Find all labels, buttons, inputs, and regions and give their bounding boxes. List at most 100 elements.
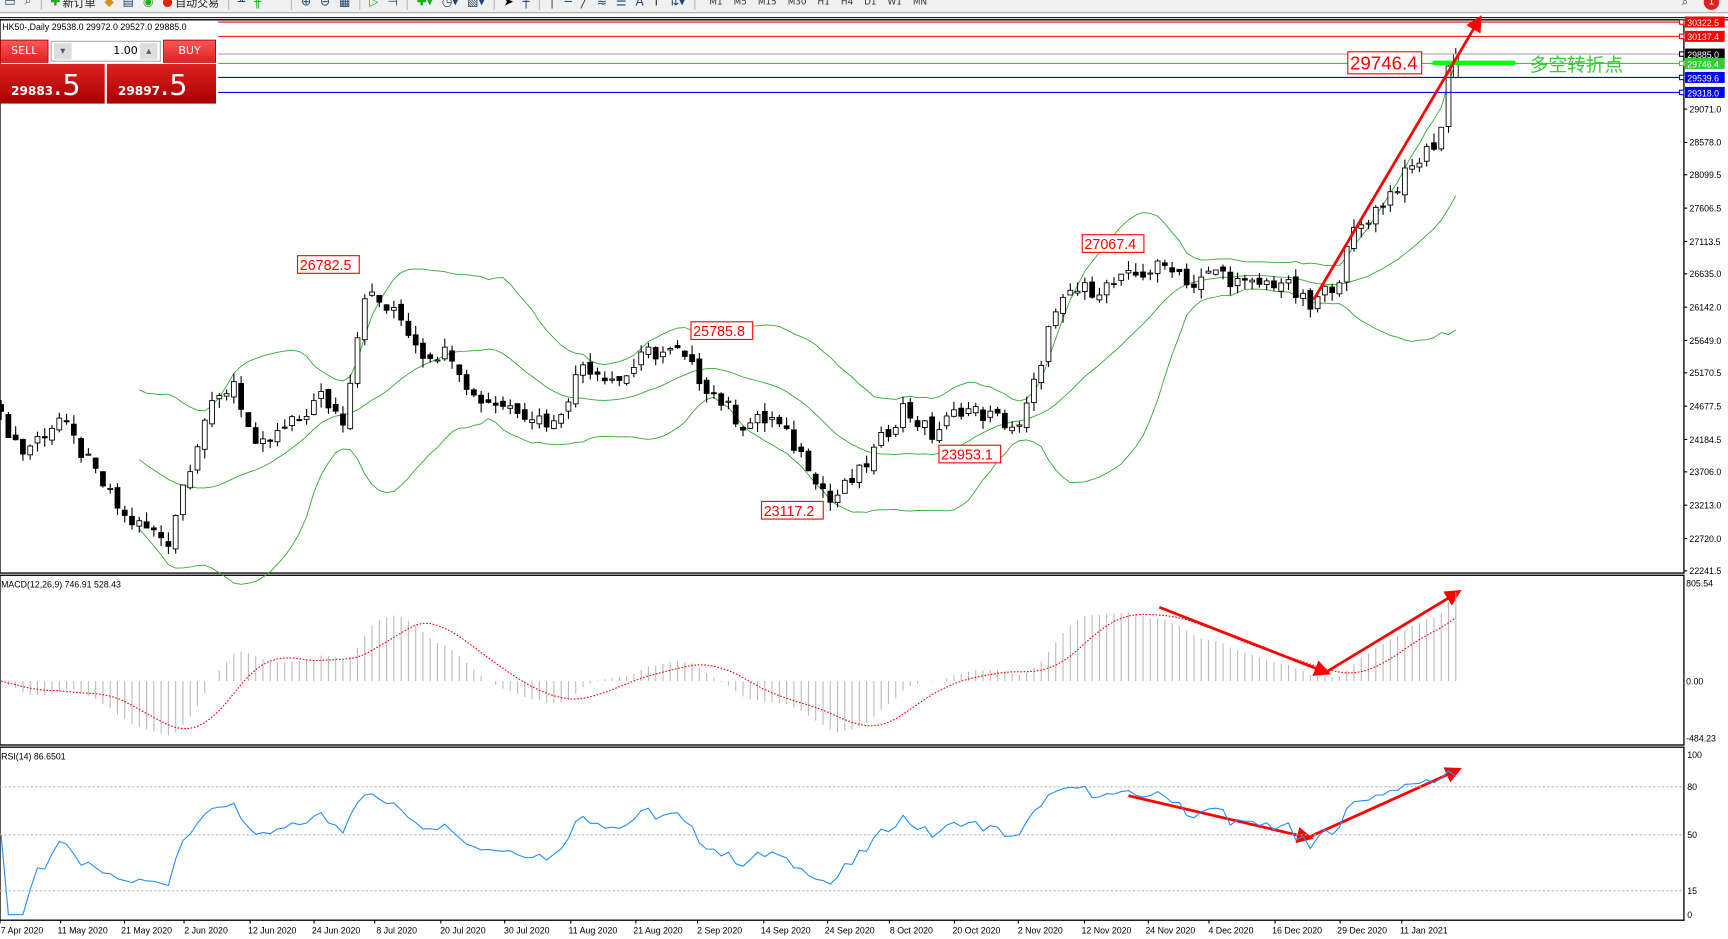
buy-button[interactable]: BUY (163, 39, 216, 63)
candle (652, 346, 659, 366)
candle-body (601, 377, 608, 382)
horizontal-line-button[interactable]: ─ (565, 0, 572, 8)
zoom-button[interactable]: ⌕ (25, 0, 32, 9)
candle-icon: ╫ (254, 0, 262, 9)
vertical-line-icon: │ (548, 0, 556, 9)
auto-trading-button[interactable]: ● 自动交易 (162, 0, 219, 9)
timeframe-w1[interactable]: W1 (887, 0, 902, 7)
timeframe-h4[interactable]: H4 (840, 0, 854, 7)
history-button[interactable]: ▤ (123, 0, 134, 8)
candle-body (70, 423, 77, 436)
price-annotation-box (938, 444, 1002, 464)
candle-body (1300, 292, 1306, 299)
chart-shift-button[interactable]: ⊣ (387, 0, 398, 8)
sell-price[interactable]: 29883 .5 (0, 63, 105, 104)
candle (252, 422, 259, 445)
volume-input[interactable]: ▼ 1.00 ▲ (50, 40, 161, 62)
candle-body (165, 541, 172, 547)
auto-scroll-button[interactable]: ▷ (369, 0, 378, 8)
indicators-button[interactable]: ✚▾ (417, 0, 433, 8)
trendline-button[interactable]: ╱ (581, 0, 588, 8)
new-order-button[interactable]: ✚ 新订单 (50, 0, 95, 9)
timeframe-h1[interactable]: H1 (817, 0, 830, 7)
candle (1365, 219, 1372, 230)
text-button[interactable]: A (635, 0, 643, 8)
volume-decrease-button[interactable]: ▼ (53, 42, 72, 60)
cursor-button[interactable]: ➤ (503, 0, 513, 8)
candle (1263, 278, 1270, 291)
candle (812, 472, 819, 490)
candle-body (492, 402, 499, 406)
zoom-in-button[interactable]: ⊕ (301, 0, 311, 8)
candle-body (674, 345, 681, 349)
timeframe-m1[interactable]: M1 (709, 0, 723, 7)
candle-body (49, 427, 55, 441)
templates-button[interactable]: ▧▾ (467, 0, 485, 8)
line-chart-button[interactable]: ⌒ (270, 0, 282, 10)
macd-signal-line (0, 613, 1457, 730)
candle (143, 512, 150, 529)
timeframe-m15[interactable]: M15 (757, 0, 777, 7)
tile-windows-button[interactable]: ▦ (339, 0, 350, 8)
fibonacci-button[interactable]: ≋ (597, 0, 607, 8)
candle-body (354, 337, 361, 384)
candle (580, 361, 586, 384)
new-order-label: 新订单 (62, 0, 96, 10)
candle-body (114, 487, 121, 509)
candle (1256, 273, 1263, 288)
candle (951, 401, 957, 418)
candle-body (361, 298, 368, 341)
notifications-badge[interactable]: 1 (1703, 0, 1720, 10)
candle (827, 483, 834, 511)
candle-body (805, 450, 812, 472)
candle-body (449, 350, 455, 362)
candle-body (303, 415, 310, 420)
candle (740, 425, 746, 437)
timeframe-mn[interactable]: MN (912, 0, 928, 7)
new-chart-button[interactable]: ▭ (4, 0, 15, 8)
level-handle (1678, 51, 1685, 57)
candle (1278, 278, 1285, 298)
periods-button[interactable]: ◷▾ (442, 0, 459, 8)
buy-price[interactable]: 29897 .5 (106, 63, 216, 104)
search-icon[interactable]: ⌕ (1681, 0, 1689, 9)
vertical-line-button[interactable]: │ (548, 0, 555, 8)
candle-body (245, 412, 252, 428)
candle (194, 443, 201, 474)
candle-body (1292, 276, 1299, 298)
price-level-tag (1685, 57, 1725, 69)
timeframe-m5[interactable]: M5 (733, 0, 747, 7)
date-axis-label: 24 Jun 2020 (312, 925, 361, 935)
indicators-icon: ✚▾ (416, 0, 433, 9)
candle (354, 332, 361, 388)
toolbar-right: ⌕ 1 (1682, 0, 1720, 13)
candle-body (1263, 280, 1270, 285)
zoom-out-button[interactable]: ⊖ (320, 0, 330, 8)
crosshair-icon: ┼ (522, 0, 530, 9)
price-level-label: 29318.0 (1687, 88, 1719, 98)
candle (1147, 269, 1154, 281)
candle (230, 373, 237, 404)
volume-increase-button[interactable]: ▲ (139, 42, 158, 60)
label-button[interactable]: T (653, 0, 660, 8)
timeframe-d1[interactable]: D1 (864, 0, 877, 7)
price-axis-label: 26142.0 (1689, 302, 1721, 312)
arrows-button[interactable]: ⇅▾ (669, 0, 685, 8)
date-axis-label: 11 Aug 2020 (569, 925, 618, 935)
fibo-lines-button[interactable]: ☰ (616, 0, 627, 8)
candle-body (587, 361, 594, 375)
stop-icon: ● (162, 0, 173, 9)
timeframe-m30[interactable]: M30 (787, 0, 807, 7)
candle-chart-button[interactable]: ╫ (254, 0, 261, 8)
bar-chart-button[interactable]: ╨ (238, 0, 245, 8)
candle-body (332, 403, 339, 412)
crosshair-button[interactable]: ┼ (522, 0, 529, 8)
sell-button[interactable]: SELL (0, 39, 49, 63)
market-watch-button[interactable]: ◆ (104, 0, 113, 8)
candle-body (980, 409, 986, 422)
signals-button[interactable]: ◉ (143, 0, 154, 8)
price-level-label: 29539.6 (1687, 73, 1719, 83)
candle (849, 468, 855, 485)
candle-body (1307, 290, 1314, 310)
